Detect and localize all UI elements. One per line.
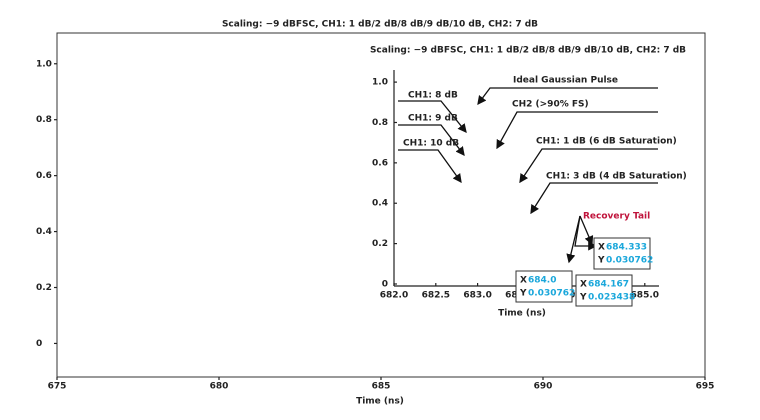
readout-x-label: X (598, 243, 605, 253)
readout-y-label: Y (597, 256, 605, 266)
annotation-arrow (519, 148, 658, 184)
inset-title: Scaling: −9 dBFSC, CH1: 1 dB/2 dB/8 dB/9… (370, 46, 686, 56)
x-axis-label: Time (ns) (356, 397, 404, 407)
annotation-arrow (496, 111, 658, 150)
readout-x-label: X (520, 276, 527, 286)
annotation: CH1: 8 dB (408, 91, 458, 101)
x-tick-label: 675 (48, 382, 67, 392)
readout-x-label: X (580, 280, 587, 290)
annotation: CH1: 9 dB (408, 114, 458, 124)
y-tick-label: 0.2 (36, 283, 52, 293)
y-tick-label: 0.8 (36, 115, 52, 125)
annotation: CH1: 3 dB (4 dB Saturation) (546, 172, 687, 182)
x-tick-label: 680 (210, 382, 229, 392)
y-tick-label: 1.0 (36, 59, 52, 69)
y-tick-label: 0 (36, 339, 42, 349)
readout-box (575, 274, 633, 307)
readout-y-label: Y (579, 293, 587, 303)
annotation-arrow (398, 100, 467, 134)
readout-x: 684.0 (528, 276, 556, 286)
x-tick-label: 690 (534, 382, 553, 392)
annotation: Ideal Gaussian Pulse (513, 76, 618, 86)
annotation-arrow (477, 87, 658, 106)
annotation-arrow (398, 149, 462, 184)
readout-y: 0.030762 (606, 256, 653, 266)
readout-y: 0.023438 (588, 293, 635, 303)
y-tick-label: 0 (382, 279, 388, 289)
y-tick-label: 0.6 (372, 158, 388, 168)
inset-x-axis-label: Time (ns) (498, 309, 546, 319)
x-tick-label: 685 (372, 382, 391, 392)
readout-y: 0.030762 (528, 289, 575, 299)
y-tick-label: 0.4 (372, 199, 388, 209)
y-tick-label: 0.2 (372, 239, 388, 249)
x-tick-label: 695 (696, 382, 715, 392)
readout-x: 684.167 (588, 280, 629, 290)
y-tick-label: 1.0 (372, 78, 388, 88)
annotation-arrow (530, 182, 658, 215)
annotation: Recovery Tail (583, 212, 650, 222)
annotation-arrow (579, 215, 594, 246)
x-tick-label: 685.0 (631, 291, 659, 301)
readout-box (515, 270, 573, 303)
y-tick-label: 0.8 (372, 118, 388, 128)
x-tick-label: 683.0 (463, 291, 491, 301)
annotation: CH2 (>90% FS) (512, 100, 589, 110)
y-tick-label: 0.4 (36, 227, 52, 237)
readout-x: 684.333 (606, 243, 647, 253)
chart-title: Scaling: −9 dBFSC, CH1: 1 dB/2 dB/8 dB/9… (222, 20, 538, 30)
x-tick-label: 682.5 (422, 291, 450, 301)
readout-y-label: Y (519, 289, 527, 299)
annotation: CH1: 10 dB (403, 139, 459, 149)
readout-box (593, 237, 651, 270)
annotation-arrow (398, 124, 465, 157)
x-tick-label: 682.0 (380, 291, 408, 301)
annotation: CH1: 1 dB (6 dB Saturation) (536, 137, 677, 147)
annotation-arrow (574, 215, 598, 251)
y-tick-label: 0.6 (36, 171, 52, 181)
